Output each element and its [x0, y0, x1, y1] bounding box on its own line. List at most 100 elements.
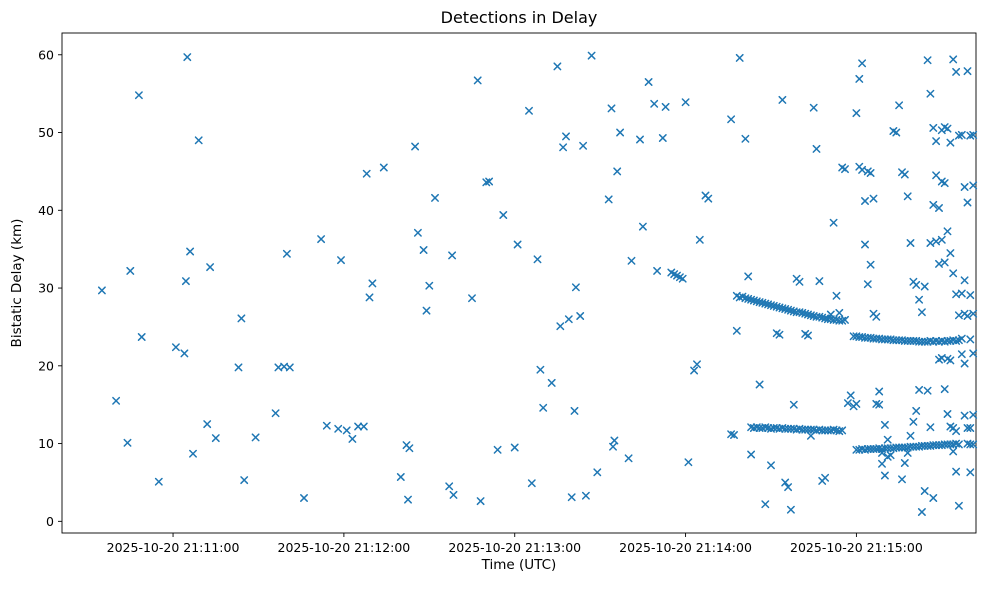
data-point-marker [952, 427, 961, 436]
data-point-marker [906, 239, 915, 247]
data-point-marker [946, 422, 955, 431]
data-point-marker [607, 104, 616, 113]
y-tick-label: 60 [38, 47, 54, 62]
data-point-marker [935, 259, 943, 268]
y-tick-label: 30 [38, 281, 54, 296]
data-point-marker [570, 406, 579, 415]
data-point-marker [636, 135, 644, 144]
data-point-marker [880, 471, 889, 480]
chart-title: Detections in Delay [440, 8, 598, 27]
data-point-marker [969, 130, 978, 139]
data-point-marker [878, 448, 886, 457]
data-point-marker [906, 431, 915, 440]
data-point-marker [923, 56, 932, 65]
data-point-marker [960, 411, 969, 420]
data-point-marker [404, 495, 412, 504]
data-point-marker [954, 440, 963, 449]
data-point-marker [413, 228, 422, 237]
data-point-marker [969, 309, 978, 318]
data-point-marker [251, 433, 260, 442]
data-point-marker [553, 62, 562, 71]
data-point-marker [895, 443, 904, 452]
data-point-marker [926, 423, 935, 432]
data-point-marker [801, 425, 810, 434]
data-point-marker [348, 434, 357, 443]
data-point-marker [795, 277, 804, 286]
data-point-marker [966, 291, 975, 300]
data-point-marker [912, 406, 921, 415]
x-axis-label: Time (UTC) [481, 557, 557, 573]
data-point-marker [476, 497, 485, 506]
data-point-marker [809, 103, 818, 112]
data-point-marker [940, 123, 949, 132]
data-point-marker [866, 445, 875, 453]
data-point-marker [880, 420, 889, 429]
data-point-marker [858, 59, 867, 68]
data-point-marker [422, 306, 431, 315]
data-point-marker [935, 204, 943, 212]
data-point-marker [747, 450, 756, 459]
data-point-marker [932, 137, 941, 146]
data-point-marker [946, 356, 955, 365]
data-point-marker [661, 102, 670, 111]
data-point-marker [957, 334, 966, 343]
data-point-marker [97, 286, 106, 295]
data-point-marker [957, 289, 966, 298]
data-point-marker [473, 76, 482, 85]
data-point-marker [841, 165, 849, 174]
data-point-marker [695, 235, 704, 244]
data-point-marker [693, 360, 701, 369]
data-point-marker [234, 363, 243, 372]
data-point-marker [932, 171, 941, 180]
data-point-marker [929, 441, 938, 450]
data-point-marker [609, 442, 617, 451]
data-point-marker [445, 482, 454, 491]
data-point-marker [527, 479, 536, 488]
data-point-marker [684, 458, 693, 467]
data-point-marker [767, 461, 775, 470]
data-point-marker [134, 91, 143, 100]
data-point-marker [917, 337, 926, 346]
data-point-marker [681, 98, 690, 107]
data-point-marker [966, 468, 975, 477]
y-tick-label: 40 [38, 203, 54, 218]
data-point-marker [969, 410, 978, 419]
data-point-marker [841, 315, 849, 324]
data-point-marker [954, 501, 963, 510]
data-point-marker [900, 170, 909, 179]
data-point-marker [952, 67, 961, 76]
data-point-marker [593, 468, 602, 477]
plot-frame [61, 32, 977, 534]
data-point-marker [892, 443, 901, 452]
data-point-marker [966, 335, 975, 344]
data-point-marker [909, 442, 918, 451]
data-point-marker [789, 400, 798, 409]
data-point-marker [579, 141, 588, 150]
data-point-marker [900, 459, 909, 467]
data-point-marker [365, 293, 374, 302]
data-point-marker [915, 385, 924, 394]
data-point-marker [863, 445, 872, 453]
data-point-marker [900, 336, 909, 345]
data-point-marker [556, 322, 565, 331]
data-point-marker [969, 349, 978, 358]
data-point-marker [337, 256, 345, 265]
data-point-marker [587, 51, 596, 60]
data-point-marker [866, 260, 875, 269]
data-point-marker [949, 55, 958, 64]
data-point-marker [154, 477, 163, 486]
data-point-marker [969, 440, 978, 449]
data-point-marker [866, 169, 875, 177]
data-point-marker [285, 363, 294, 372]
data-point-marker [880, 335, 889, 344]
data-point-marker [855, 74, 864, 83]
y-tick-label: 50 [38, 125, 54, 140]
data-point-marker [818, 426, 827, 435]
data-point-marker [581, 491, 590, 500]
data-point-marker [920, 282, 929, 291]
data-point-marker [923, 386, 932, 395]
y-tick-label: 20 [38, 358, 54, 373]
data-point-marker [468, 294, 476, 303]
data-point-marker [815, 277, 824, 286]
